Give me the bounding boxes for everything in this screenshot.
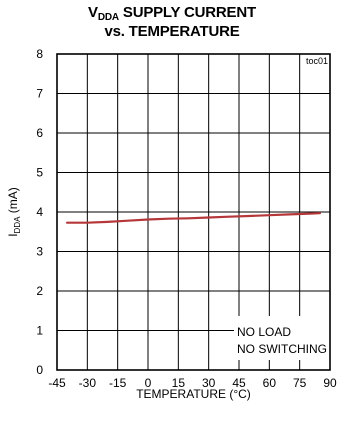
y-axis-label-unit: (mA): [6, 187, 20, 216]
x-tick-label: -15: [109, 376, 127, 390]
plot-frame: [56, 53, 331, 371]
figure-id: toc01: [306, 56, 328, 66]
y-tick-label: 6: [36, 126, 43, 140]
y-axis-label-subscript: DDA: [13, 216, 22, 234]
x-tick-label: -45: [48, 376, 66, 390]
series-line: [65, 212, 321, 224]
y-tick-label: 4: [36, 205, 43, 219]
x-axis-label: TEMPERATURE (°C): [136, 387, 251, 401]
x-tick-label: -30: [79, 376, 97, 390]
y-tick-label: 7: [36, 87, 43, 101]
title-v: V: [88, 4, 98, 21]
x-tick-label: 30: [202, 376, 216, 390]
y-axis-label-main: I: [6, 233, 20, 236]
title-subscript: DDA: [97, 12, 119, 23]
chart-title-line-1: VDDA SUPPLY CURRENT: [0, 4, 344, 23]
y-axis-label: IDDA (mA): [6, 187, 22, 237]
chart-title: VDDA SUPPLY CURRENT vs. TEMPERATURE: [0, 4, 344, 40]
y-tick-label: 5: [36, 166, 43, 180]
x-tick-label: 45: [232, 376, 246, 390]
title-rest: SUPPLY CURRENT: [118, 4, 256, 21]
y-tick-label: 3: [36, 245, 43, 259]
x-tick-label: 90: [323, 376, 337, 390]
x-tick-label: 60: [263, 376, 277, 390]
x-tick-label: 0: [145, 376, 152, 390]
chart-title-line-2: vs. TEMPERATURE: [104, 23, 240, 40]
annotation-line: NO SWITCHING: [237, 342, 327, 356]
x-tick-label: 15: [172, 376, 186, 390]
annotation-background: [234, 316, 330, 360]
annotation-line: NO LOAD: [237, 325, 291, 339]
y-tick-label: 2: [36, 284, 43, 298]
y-tick-label: 8: [36, 47, 43, 61]
y-tick-label: 1: [36, 324, 43, 338]
x-tick-label: 75: [293, 376, 307, 390]
y-tick-label: 0: [36, 363, 43, 377]
